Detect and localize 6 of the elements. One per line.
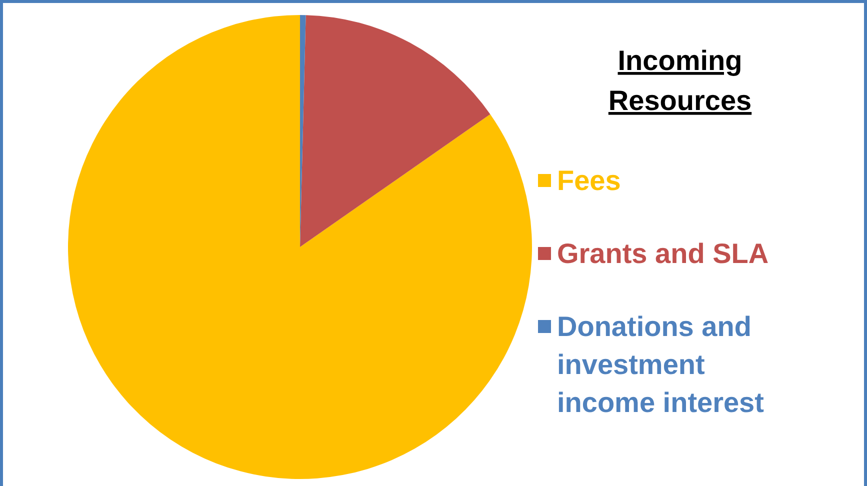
legend-label: Donations and investment income interest xyxy=(557,311,764,418)
text: Incoming Resources xyxy=(608,45,752,116)
pie-slice xyxy=(300,15,490,247)
pie-slice xyxy=(68,15,532,479)
legend-label: Fees xyxy=(557,165,621,196)
legend-label: Grants and SLA xyxy=(557,238,769,269)
